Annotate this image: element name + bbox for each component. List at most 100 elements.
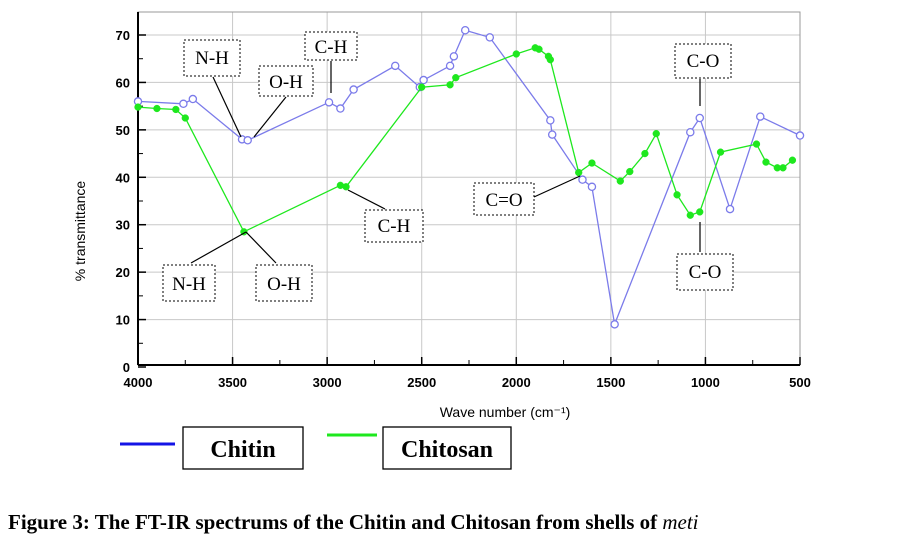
data-point [695, 113, 705, 123]
x-tick-label: 2500 [407, 375, 436, 390]
y-tick-label: 60 [116, 75, 130, 90]
x-tick-label: 3000 [313, 375, 342, 390]
annotation-co-chitin: C-O [674, 43, 732, 106]
annotation-label: C=O [485, 190, 522, 211]
annotation-leader-line [347, 189, 386, 210]
annotation-box [255, 264, 313, 302]
annotation-nh-chitosan: N-H [162, 231, 247, 302]
data-point [616, 177, 624, 185]
y-tick-label: 0 [123, 360, 130, 375]
y-tick-label: 30 [116, 218, 130, 233]
annotation-ch-chitosan: C-H [347, 189, 424, 243]
annotation-box [676, 253, 734, 291]
figure-caption: Figure 3: The FT-IR spectrums of the Chi… [8, 510, 908, 535]
annotation-leader-line [212, 76, 242, 138]
annotation-label: C-H [378, 216, 411, 237]
legend-box [182, 426, 304, 470]
data-point [641, 149, 649, 158]
y-tick-label: 40 [116, 170, 130, 185]
annotation-leader-line [190, 231, 247, 264]
x-axis-title: Wave number (cm⁻¹) [440, 404, 571, 420]
data-point [788, 156, 797, 164]
x-tick-label: 2000 [502, 375, 531, 390]
annotation-box [674, 43, 732, 79]
data-point [673, 191, 681, 199]
data-point [725, 204, 735, 214]
series-layer [133, 26, 805, 329]
annotation-leader-line [245, 231, 277, 264]
legend-box [382, 426, 512, 470]
data-point [336, 104, 345, 113]
series-line-chitosan [137, 47, 793, 233]
data-point [546, 116, 555, 125]
data-point [446, 81, 454, 89]
data-point [153, 104, 161, 113]
annotation-label: O-H [269, 72, 303, 93]
grid-lines [138, 12, 800, 365]
data-point [762, 158, 770, 166]
data-point [452, 74, 460, 82]
annotation-label: N-H [195, 48, 229, 69]
legend-item-chitosan: Chitosan [327, 426, 512, 470]
data-point [460, 26, 470, 35]
legend-label: Chitin [210, 437, 275, 463]
data-point [445, 61, 455, 71]
data-point [512, 50, 520, 58]
x-tick-label: 4000 [124, 375, 153, 390]
annotation-box [258, 65, 314, 97]
data-point [588, 159, 596, 167]
annotation-box [183, 39, 241, 77]
x-tick-label: 1500 [596, 375, 625, 390]
caption-text: Figure 3: The FT-IR spectrums of the Chi… [8, 510, 663, 534]
y-tick-label: 20 [116, 265, 130, 280]
annotation-label: N-H [172, 274, 206, 295]
annotation-box [304, 31, 358, 61]
data-point [587, 182, 597, 192]
data-point [181, 114, 189, 122]
series-chitosan [134, 44, 797, 236]
legend-item-chitin: Chitin [120, 426, 304, 470]
y-tick-label: 10 [116, 313, 130, 328]
annotation-co-chitosan: C-O [676, 222, 734, 291]
data-point [188, 94, 198, 104]
data-point [419, 75, 428, 85]
data-point [349, 85, 358, 94]
data-point [578, 175, 587, 184]
data-point [172, 105, 180, 114]
x-tick-label: 500 [789, 375, 811, 390]
data-point [696, 208, 704, 216]
data-point [795, 131, 805, 140]
annotation-box [473, 182, 535, 216]
data-point [575, 168, 583, 177]
x-tick-label: 3500 [218, 375, 247, 390]
data-point [485, 33, 495, 42]
annotation-label: C-O [687, 51, 720, 72]
data-point [686, 127, 695, 137]
axis-ticks: 0 10 20 30 40 50 60 70 4000 3500 3000 2500 2000 1500 1… [116, 28, 811, 390]
data-point [686, 211, 694, 219]
legend-label: Chitosan [401, 437, 493, 463]
annotation-label: C-O [689, 262, 722, 283]
data-point [179, 99, 188, 109]
annotation-ch-chitin: C-H [304, 31, 358, 93]
data-point [418, 83, 426, 91]
ftir-chart: 0 10 20 30 40 50 60 70 4000 3500 3000 2500 2000 1500 1… [72, 11, 811, 470]
data-point [134, 103, 142, 111]
data-point [546, 56, 554, 64]
y-tick-label: 50 [116, 123, 130, 138]
caption-italic-text: meti [662, 510, 699, 534]
annotation-box [162, 264, 216, 302]
data-point [324, 98, 334, 107]
y-axis-title: % transmittance [72, 181, 88, 282]
annotation-leader-line [253, 96, 287, 138]
data-point [535, 45, 543, 53]
data-point [716, 148, 725, 156]
annotation-box [364, 209, 424, 243]
annotation-oh-chitin: O-H [253, 65, 314, 138]
annotation-label: O-H [267, 274, 301, 295]
data-point [610, 320, 619, 329]
data-point [449, 52, 459, 61]
annotation-co-chitin: C=O [473, 175, 581, 216]
legend: Chitin Chitosan [120, 426, 512, 470]
data-point [779, 164, 787, 172]
